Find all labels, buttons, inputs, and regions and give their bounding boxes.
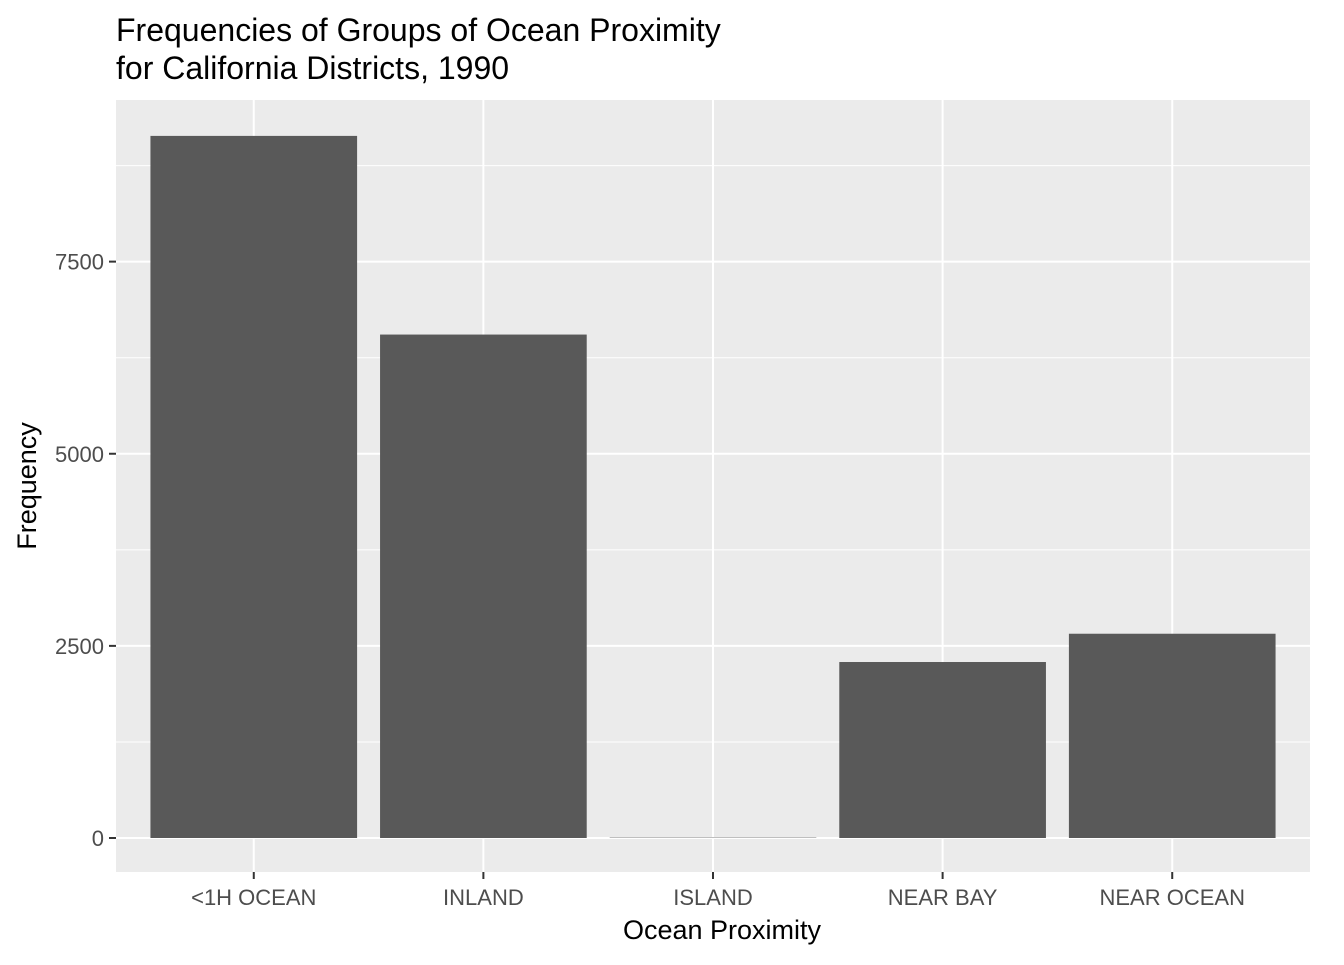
y-tick-label: 0 [92,826,104,851]
x-tick-label: NEAR OCEAN [1099,885,1244,910]
y-tick-label: 7500 [55,250,104,275]
y-axis-title: Frequency [12,422,42,550]
x-tick-label: <1H OCEAN [191,885,316,910]
y-tick-label: 2500 [55,634,104,659]
x-tick-label: NEAR BAY [888,885,998,910]
x-tick-label: INLAND [443,885,524,910]
y-axis: 0 2500 5000 7500 [55,250,116,851]
chart-subtitle: for California Districts, 1990 [116,50,509,86]
chart-title: Frequencies of Groups of Ocean Proximity [116,12,721,48]
x-axis-title: Ocean Proximity [623,915,822,945]
bar-inland [380,335,587,838]
bar-near-bay [839,662,1046,838]
y-tick-label: 5000 [55,442,104,467]
x-tick-label: ISLAND [673,885,752,910]
x-axis: <1H OCEAN INLAND ISLAND NEAR BAY NEAR OCEAN [191,872,1245,910]
bar-near-ocean [1069,634,1276,838]
bar-1h-ocean [150,136,357,838]
